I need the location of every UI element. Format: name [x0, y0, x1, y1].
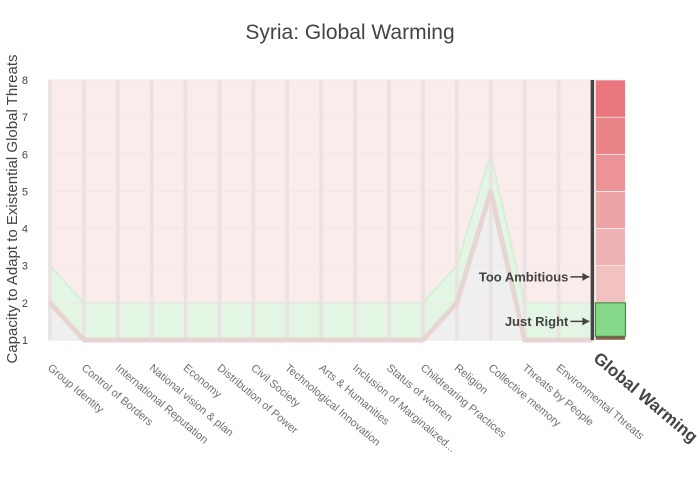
y-tick-label: 8: [22, 75, 28, 87]
data-point: [218, 338, 221, 342]
data-point: [489, 189, 493, 193]
scale-segment: [595, 191, 626, 229]
scale-segment: [595, 79, 626, 118]
data-point: [48, 301, 52, 305]
annotation-arrowhead: [582, 317, 590, 326]
data-point: [455, 301, 459, 305]
y-tick-label: 5: [22, 186, 28, 198]
scale-segment: [595, 228, 626, 267]
data-point: [319, 338, 323, 342]
data-point: [557, 338, 560, 342]
scale-segment: [595, 335, 626, 341]
y-tick-label: 4: [22, 224, 28, 236]
chart-title: Syria: Global Warming: [245, 21, 454, 44]
scale-segment: [595, 116, 626, 155]
scale-segment: [595, 302, 626, 337]
scale-green-outline: [594, 302, 626, 337]
scale-segment: [595, 153, 626, 192]
annotation-arrowhead: [582, 272, 590, 281]
annotation-label: Too Ambitious: [479, 269, 569, 284]
y-tick-label: 2: [22, 298, 28, 310]
data-point: [184, 338, 188, 342]
data-point: [421, 338, 425, 342]
data-point: [523, 338, 527, 342]
data-point: [116, 338, 120, 342]
data-point: [82, 338, 86, 342]
data-point: [353, 338, 357, 342]
annotation-label: Just Right: [505, 314, 569, 329]
y-axis-title: Capacity to Adapt to Existential Global …: [4, 54, 21, 363]
y-tick-label: 3: [22, 261, 28, 273]
data-point: [387, 338, 391, 342]
data-point: [150, 338, 154, 342]
data-point: [251, 338, 255, 342]
data-point: [285, 338, 289, 342]
y-tick-label: 7: [22, 112, 28, 124]
y-tick-label: 6: [22, 149, 28, 161]
y-tick-label: 1: [22, 335, 28, 347]
scale-segment: [595, 265, 626, 304]
